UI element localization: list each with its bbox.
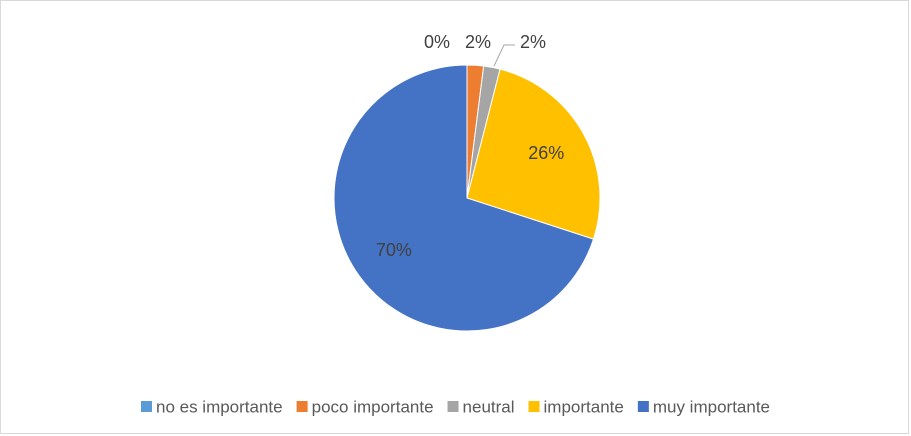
legend-label: poco importante [312, 397, 434, 416]
legend-swatch [637, 401, 649, 412]
data-label: 2% [520, 32, 546, 52]
legend-label: neutral [463, 397, 515, 416]
legend-label: muy importante [653, 397, 770, 416]
data-label: 2% [465, 32, 491, 52]
pie-slice [333, 64, 595, 332]
data-label: 26% [528, 143, 564, 163]
legend-swatch [296, 401, 308, 412]
data-label: 0% [424, 32, 450, 52]
legend-swatch [447, 401, 459, 412]
data-label: 70% [376, 240, 412, 260]
leader-line [493, 44, 515, 67]
legend-swatch [140, 401, 152, 412]
legend-swatch [528, 401, 540, 412]
legend-label: importante [544, 397, 624, 416]
pie-slice [466, 68, 601, 240]
legend-label: no es importante [156, 397, 283, 416]
